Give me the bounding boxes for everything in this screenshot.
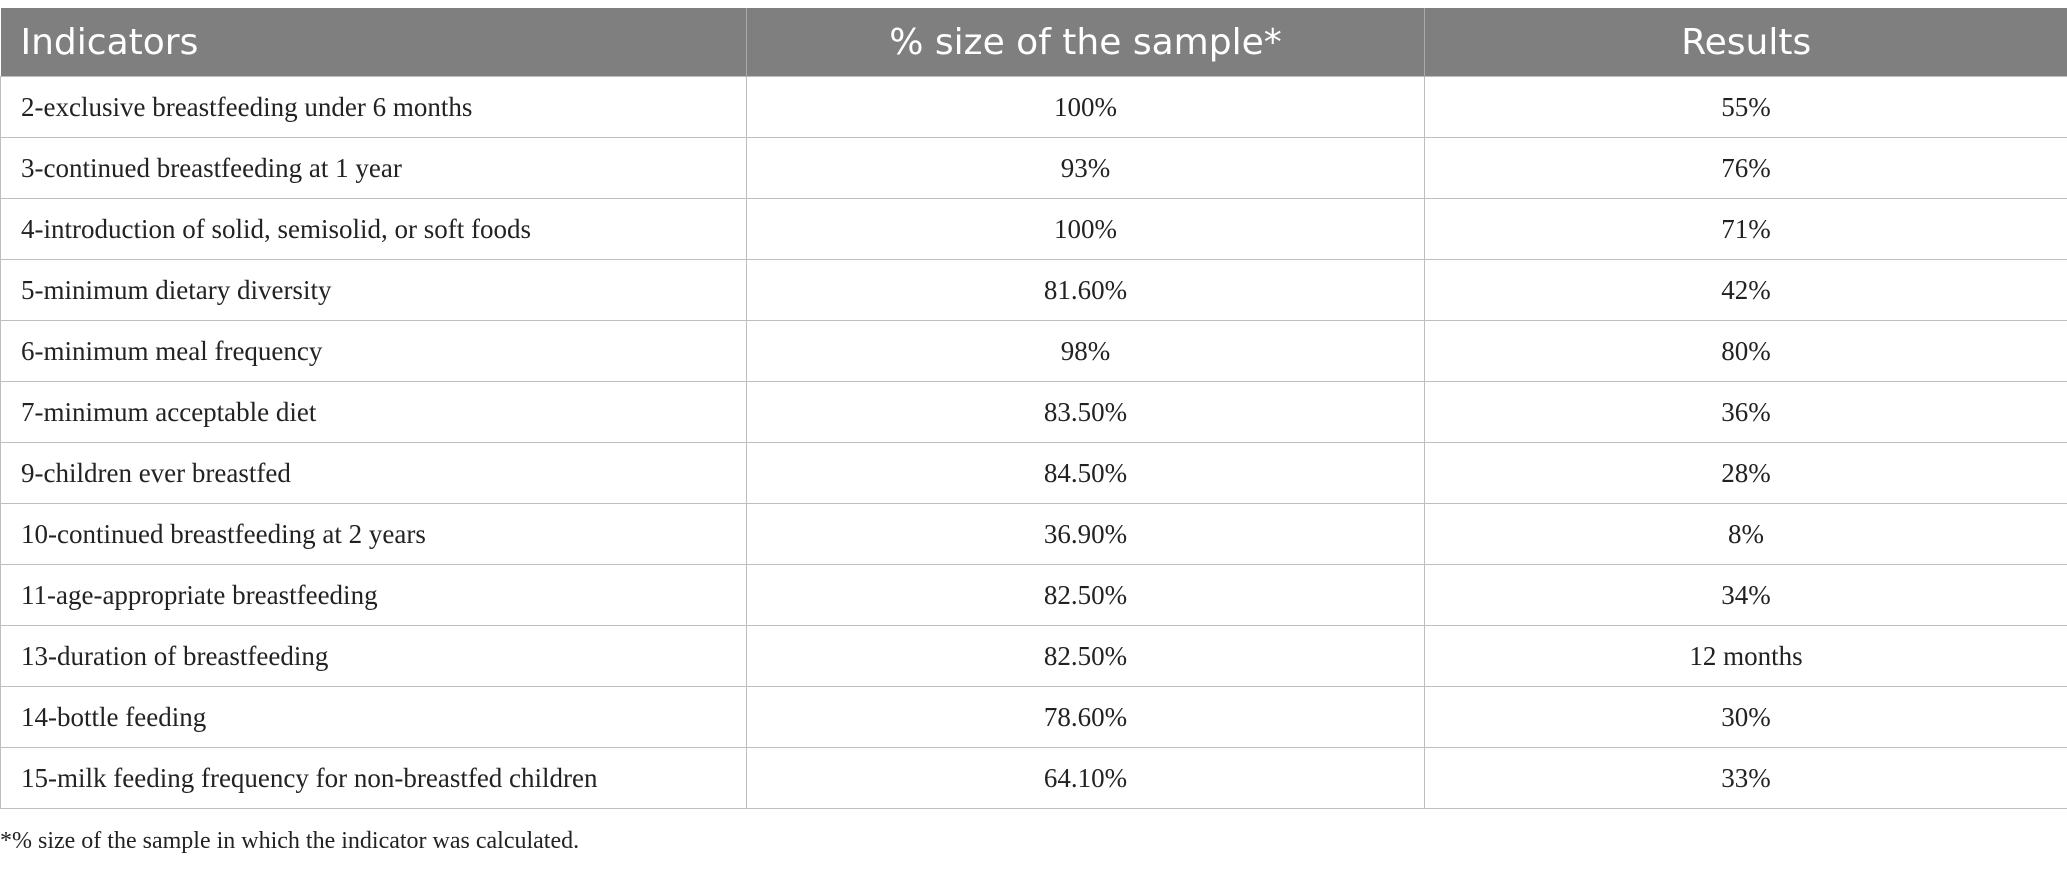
cell-indicator: 4-introduction of solid, semisolid, or s…	[0, 198, 747, 260]
cell-sample-size: 81.60%	[746, 259, 1425, 321]
cell-sample-size: 82.50%	[746, 625, 1425, 687]
cell-sample-size: 64.10%	[746, 747, 1425, 809]
cell-indicator: 2-exclusive breastfeeding under 6 months	[0, 76, 747, 138]
table-row: 11-age-appropriate breastfeeding 82.50% 34…	[0, 564, 2067, 626]
indicators-table: Indicators % size of the sample* Results…	[0, 8, 2067, 809]
cell-indicator: 5-minimum dietary diversity	[0, 259, 747, 321]
indicators-table-container: Indicators % size of the sample* Results…	[0, 8, 2067, 809]
cell-result: 12 months	[1424, 625, 2067, 687]
cell-result: 71%	[1424, 198, 2067, 260]
table-header: Indicators % size of the sample* Results	[0, 8, 2067, 77]
header-sample-size: % size of the sample*	[746, 8, 1425, 77]
cell-result: 30%	[1424, 686, 2067, 748]
table-row: 4-introduction of solid, semisolid, or s…	[0, 198, 2067, 260]
cell-indicator: 7-minimum acceptable diet	[0, 381, 747, 443]
cell-result: 8%	[1424, 503, 2067, 565]
cell-result: 28%	[1424, 442, 2067, 504]
cell-sample-size: 82.50%	[746, 564, 1425, 626]
cell-result: 34%	[1424, 564, 2067, 626]
table-row: 10-continued breastfeeding at 2 years 36.…	[0, 503, 2067, 565]
table-row: 5-minimum dietary diversity 81.60% 42%	[0, 259, 2067, 321]
cell-indicator: 13-duration of breastfeeding	[0, 625, 747, 687]
cell-indicator: 15-milk feeding frequency for non-breast…	[0, 747, 747, 809]
cell-result: 55%	[1424, 76, 2067, 138]
table-body: 2-exclusive breastfeeding under 6 months…	[0, 76, 2067, 809]
cell-indicator: 11-age-appropriate breastfeeding	[0, 564, 747, 626]
table-row: 9-children ever breastfed 84.50% 28%	[0, 442, 2067, 504]
cell-indicator: 9-children ever breastfed	[0, 442, 747, 504]
table-row: 15-milk feeding frequency for non-breast…	[0, 747, 2067, 809]
table-footnote: *% size of the sample in which the indic…	[0, 828, 580, 854]
cell-sample-size: 100%	[746, 198, 1425, 260]
cell-sample-size: 83.50%	[746, 381, 1425, 443]
table-row: 7-minimum acceptable diet 83.50% 36%	[0, 381, 2067, 443]
cell-sample-size: 78.60%	[746, 686, 1425, 748]
table-row: 13-duration of breastfeeding 82.50% 12 mon…	[0, 625, 2067, 687]
header-row: Indicators % size of the sample* Results	[0, 8, 2067, 77]
cell-sample-size: 36.90%	[746, 503, 1425, 565]
cell-indicator: 3-continued breastfeeding at 1 year	[0, 137, 747, 199]
table-row: 6-minimum meal frequency 98% 80%	[0, 320, 2067, 382]
cell-result: 80%	[1424, 320, 2067, 382]
header-indicators: Indicators	[0, 8, 747, 77]
cell-result: 33%	[1424, 747, 2067, 809]
cell-result: 42%	[1424, 259, 2067, 321]
cell-sample-size: 93%	[746, 137, 1425, 199]
cell-indicator: 10-continued breastfeeding at 2 years	[0, 503, 747, 565]
cell-sample-size: 84.50%	[746, 442, 1425, 504]
table-row: 2-exclusive breastfeeding under 6 months…	[0, 76, 2067, 138]
cell-sample-size: 98%	[746, 320, 1425, 382]
cell-indicator: 6-minimum meal frequency	[0, 320, 747, 382]
cell-indicator: 14-bottle feeding	[0, 686, 747, 748]
cell-result: 76%	[1424, 137, 2067, 199]
cell-sample-size: 100%	[746, 76, 1425, 138]
table-row: 3-continued breastfeeding at 1 year 93% 76…	[0, 137, 2067, 199]
table-row: 14-bottle feeding 78.60% 30%	[0, 686, 2067, 748]
header-results: Results	[1424, 8, 2067, 77]
cell-result: 36%	[1424, 381, 2067, 443]
